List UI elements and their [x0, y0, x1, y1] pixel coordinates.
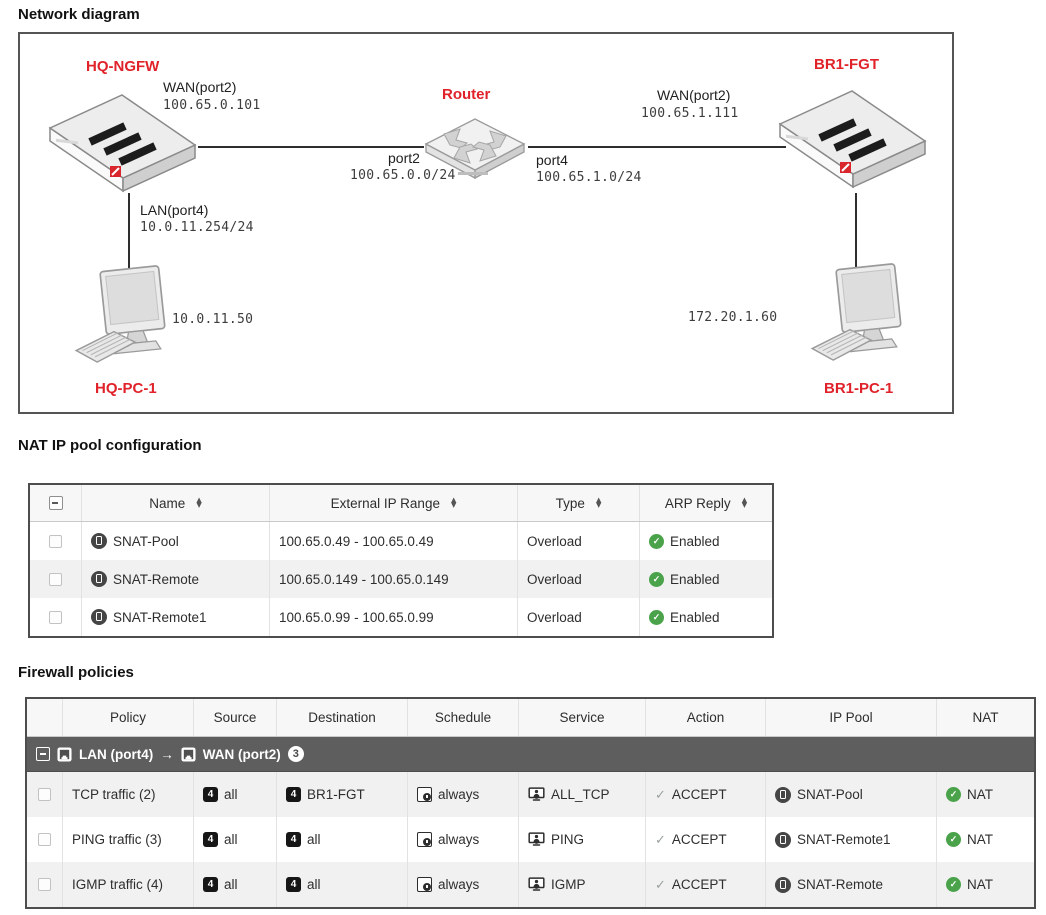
link-hq-lan — [128, 193, 130, 285]
accept-check-icon — [655, 832, 666, 848]
group-from-interface: LAN (port4) — [79, 746, 154, 762]
schedule-icon — [417, 877, 432, 892]
firewall-device-icon — [778, 90, 927, 189]
hq-ngfw-label: HQ-NGFW — [86, 58, 160, 75]
address-object-icon — [286, 787, 301, 802]
hq-lan-ip: 10.0.11.254/24 — [140, 220, 254, 235]
row-checkbox[interactable] — [49, 610, 62, 624]
br1-pc-label: BR1-PC-1 — [824, 380, 894, 397]
row-checkbox[interactable] — [38, 833, 51, 846]
column-header-destination[interactable]: Destination — [277, 699, 408, 736]
service-icon — [528, 877, 545, 891]
column-header-service[interactable]: Service — [519, 699, 646, 736]
ip-pool-icon — [775, 786, 791, 803]
address-all-icon — [203, 877, 218, 892]
column-header-policy[interactable]: Policy — [63, 699, 194, 736]
ip-pool-icon — [91, 533, 107, 549]
nat-pool-row[interactable]: SNAT-Remote1 100.65.0.99 - 100.65.0.99 O… — [30, 598, 772, 636]
link-router-br1 — [528, 146, 786, 148]
service-icon — [528, 787, 545, 801]
column-header-type[interactable]: Type ▲ ▼ — [518, 485, 640, 521]
group-to-interface: WAN (port2) — [202, 746, 281, 762]
br1-fgt-label: BR1-FGT — [814, 56, 879, 73]
network-diagram-canvas — [18, 32, 954, 414]
enabled-check-icon — [649, 571, 664, 587]
hq-wan-ip: 100.65.0.101 — [163, 98, 261, 113]
collapse-all-icon[interactable] — [48, 496, 63, 510]
address-all-icon — [286, 832, 301, 847]
nat-enabled-icon — [946, 877, 961, 892]
hq-pc-label: HQ-PC-1 — [95, 380, 157, 397]
sort-icon[interactable]: ▲ ▼ — [450, 495, 457, 509]
service-icon — [528, 832, 545, 846]
port-interface-icon — [181, 746, 196, 762]
sort-icon[interactable]: ▲ ▼ — [741, 495, 748, 509]
router-port4-label: port4 — [536, 152, 568, 168]
link-br1-lan — [855, 193, 857, 271]
schedule-icon — [417, 832, 432, 847]
hq-pc-ip: 10.0.11.50 — [172, 312, 254, 327]
firewall-policies-table: Policy Source Destination Schedule Servi… — [25, 697, 1036, 909]
pc-device-icon — [810, 263, 902, 361]
nat-pool-title: NAT IP pool configuration — [18, 437, 202, 454]
ip-pool-icon — [775, 831, 791, 848]
link-hq-router — [198, 146, 424, 148]
pc-device-icon — [74, 265, 166, 363]
ip-pool-icon — [775, 876, 791, 893]
column-header-schedule[interactable]: Schedule — [408, 699, 519, 736]
br1-wan-interface-label: WAN(port2) — [657, 87, 731, 103]
ip-pool-icon — [91, 571, 107, 587]
router-port4-subnet: 100.65.1.0/24 — [536, 170, 642, 185]
nat-pool-table: Name ▲ ▼ External IP Range ▲ ▼ Type ▲ ▼ ARP Re… — [28, 483, 774, 638]
hq-wan-interface-label: WAN(port2) — [163, 79, 237, 95]
accept-check-icon — [655, 787, 666, 803]
policies-header-row: Policy Source Destination Schedule Servi… — [27, 699, 1034, 737]
sort-icon[interactable]: ▲ ▼ — [196, 495, 202, 509]
schedule-icon — [417, 787, 432, 802]
sort-icon[interactable]: ▲ ▼ — [595, 495, 602, 509]
column-header-name[interactable]: Name ▲ ▼ — [82, 485, 270, 521]
column-header-source[interactable]: Source — [194, 699, 277, 736]
router-label: Router — [442, 86, 491, 103]
policy-row[interactable]: TCP traffic (2) all BR1-FGT always ALL_T… — [27, 772, 1034, 817]
address-all-icon — [203, 832, 218, 847]
column-header-ip-pool[interactable]: IP Pool — [766, 699, 937, 736]
nat-enabled-icon — [946, 832, 961, 847]
router-port2-subnet: 100.65.0.0/24 — [350, 168, 456, 183]
address-all-icon — [286, 877, 301, 892]
nat-pool-row[interactable]: SNAT-Remote 100.65.0.149 - 100.65.0.149 … — [30, 560, 772, 598]
policy-group-row[interactable]: LAN (port4) WAN (port2) 3 — [27, 737, 1034, 772]
router-device-icon — [424, 118, 526, 180]
ip-pool-icon — [91, 609, 107, 625]
hq-lan-interface-label: LAN(port4) — [140, 202, 209, 218]
row-checkbox[interactable] — [49, 572, 62, 586]
address-all-icon — [203, 787, 218, 802]
enabled-check-icon — [649, 533, 664, 549]
row-checkbox[interactable] — [38, 788, 51, 801]
nat-pool-row[interactable]: SNAT-Pool 100.65.0.49 - 100.65.0.49 Over… — [30, 522, 772, 560]
row-checkbox[interactable] — [38, 878, 51, 891]
br1-wan-ip: 100.65.1.111 — [641, 106, 739, 121]
policy-count-badge: 3 — [287, 746, 304, 762]
column-header-range[interactable]: External IP Range ▲ ▼ — [270, 485, 518, 521]
nat-pool-header-row: Name ▲ ▼ External IP Range ▲ ▼ Type ▲ ▼ ARP Re… — [30, 485, 772, 522]
br1-pc-ip: 172.20.1.60 — [688, 310, 778, 325]
policy-row[interactable]: PING traffic (3) all all always PING ACC… — [27, 817, 1034, 862]
column-header-nat[interactable]: NAT — [972, 710, 999, 725]
accept-check-icon — [655, 877, 666, 893]
network-diagram-title: Network diagram — [18, 6, 140, 23]
port-interface-icon — [57, 746, 72, 762]
policy-row[interactable]: IGMP traffic (4) all all always IGMP ACC… — [27, 862, 1034, 907]
firewall-policies-title: Firewall policies — [18, 664, 134, 681]
router-port2-label: port2 — [388, 150, 420, 166]
enabled-check-icon — [649, 609, 664, 625]
firewall-device-icon — [48, 94, 197, 193]
nat-enabled-icon — [946, 787, 961, 802]
column-header-arp-reply[interactable]: ARP Reply ▲ ▼ — [664, 495, 748, 511]
row-checkbox[interactable] — [49, 534, 62, 548]
column-header-action[interactable]: Action — [646, 699, 766, 736]
collapse-group-icon[interactable] — [36, 747, 50, 761]
arrow-right-icon — [160, 747, 174, 762]
